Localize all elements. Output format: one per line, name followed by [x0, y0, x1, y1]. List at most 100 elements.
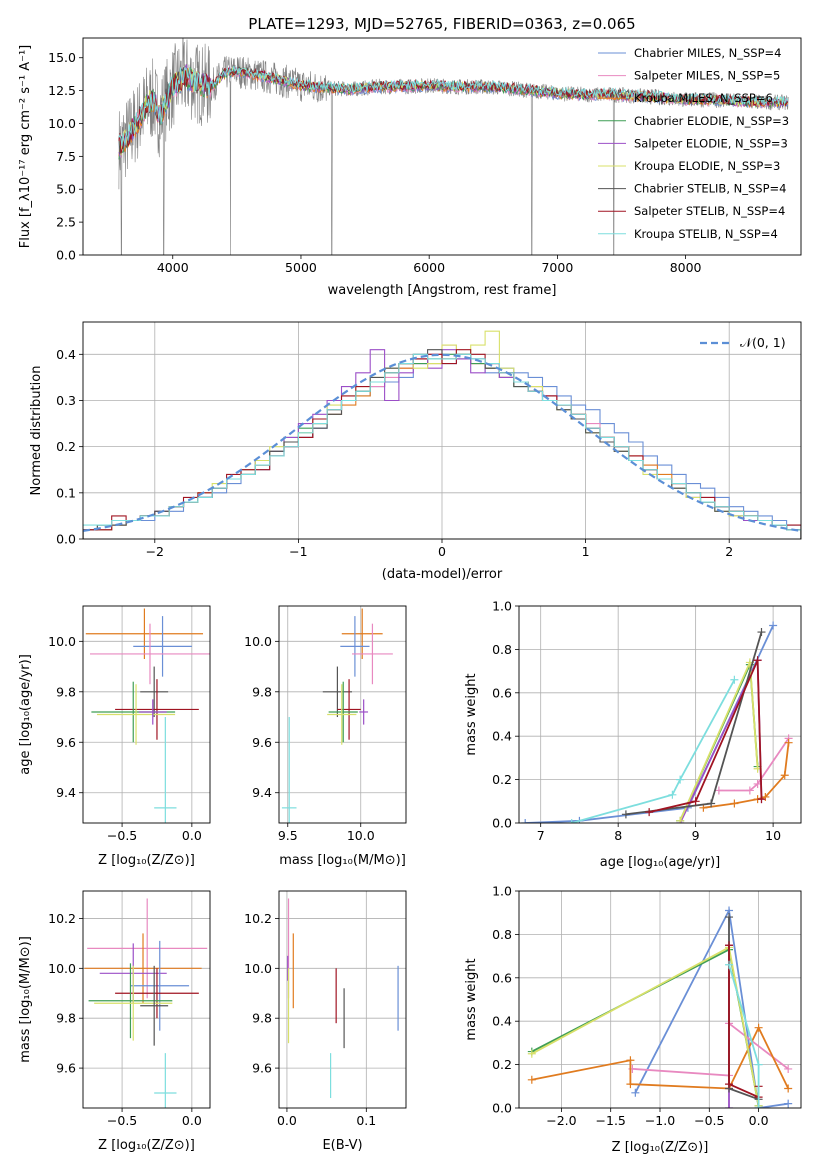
- plus-marker: [769, 621, 778, 630]
- x-axis-label: Z [log₁₀(Z/Z⊙)]: [98, 853, 195, 868]
- errorbar-point: [115, 968, 199, 1019]
- mass-weight-line: [531, 946, 760, 1106]
- plus-marker: [521, 819, 530, 823]
- y-tick-label: 12.5: [48, 83, 76, 98]
- y-tick-label: 10.0: [244, 634, 272, 649]
- plus-marker: [631, 1088, 640, 1097]
- y-tick-label: 2.5: [56, 215, 76, 230]
- axes-frame: [82, 37, 802, 256]
- y-tick-label: 10.0: [48, 634, 76, 649]
- axes-massweight-vs-age: 7 8 9 10 0.0 0.2 0.4 0.6 0.8 1.0: [492, 599, 801, 843]
- errorbar-point: [359, 699, 369, 725]
- mass-weight-line: [531, 1025, 790, 1090]
- plus-marker: [621, 810, 630, 819]
- legend-entry: Kroupa STELIB, N_SSP=4: [634, 227, 778, 241]
- plot-area-massweight-vs-age: [521, 621, 793, 823]
- plus-marker: [626, 1056, 635, 1065]
- x-tick-label: −0.5: [694, 1113, 724, 1128]
- y-tick-label: 0.8: [492, 642, 512, 657]
- errorbar-point: [84, 933, 202, 1004]
- y-tick-label: 9.4: [56, 785, 76, 800]
- y-tick-label: 0.2: [56, 439, 76, 454]
- y-tick-label: 0.3: [56, 393, 76, 408]
- plot-area-age-vs-Z: [85, 608, 210, 823]
- x-tick-label: 0.0: [749, 1113, 769, 1128]
- y-tick-label: 9.6: [252, 1061, 272, 1076]
- x-tick-label: 1: [582, 544, 590, 559]
- plus-marker: [780, 771, 789, 780]
- y-tick-label: 0.6: [492, 685, 512, 700]
- x-tick-label: 2: [725, 544, 733, 559]
- errorbar-point: [322, 666, 352, 718]
- errorbar-point: [341, 608, 383, 659]
- errorbar-point: [281, 717, 297, 823]
- x-tick-label: 7000: [541, 260, 573, 275]
- errorbar-point: [337, 679, 361, 740]
- x-tick-label: 0.1: [356, 1113, 376, 1128]
- y-tick-label: 9.6: [56, 735, 76, 750]
- y-tick-label: 0.1: [56, 485, 76, 500]
- x-tick-label: 10.0: [347, 828, 375, 843]
- plus-marker: [567, 819, 576, 823]
- x-axis-label: Z [log₁₀(Z/Z⊙)]: [612, 1140, 709, 1155]
- errorbar-point: [351, 623, 393, 685]
- x-axis-label: wavelength [Angstrom, rest frame]: [328, 283, 557, 298]
- y-tick-label: 9.8: [56, 1011, 76, 1026]
- plot-area-residuals: [83, 330, 801, 539]
- x-tick-label: 8: [614, 828, 622, 843]
- y-tick-label: 10.0: [48, 961, 76, 976]
- plus-marker: [527, 1049, 536, 1058]
- y-tick-label: 1.0: [492, 884, 512, 899]
- plus-marker: [668, 790, 677, 799]
- x-axis-label: age [log₁₀(age/yr)]: [600, 855, 721, 870]
- errorbar-point: [154, 1053, 177, 1108]
- legend: Chabrier MILES, N_SSP=4 Salpeter MILES, N…: [598, 46, 789, 241]
- x-tick-label: 0: [438, 544, 446, 559]
- plus-marker: [745, 786, 754, 795]
- y-axis-label: Normed distribution: [29, 366, 44, 496]
- plus-marker: [676, 816, 685, 823]
- mass-weight-line: [531, 948, 760, 1106]
- plus-marker: [754, 1023, 763, 1032]
- axes-frame: [82, 605, 211, 824]
- axes-age-vs-Z: −0.5 0.0 9.4 9.6 9.8 10.0: [48, 606, 210, 843]
- x-tick-label: 0.0: [277, 1113, 297, 1128]
- plus-marker: [645, 808, 654, 817]
- x-tick-label: 5000: [285, 260, 317, 275]
- errorbar-point: [115, 679, 199, 740]
- plus-marker: [691, 797, 700, 806]
- errorbar-point: [154, 717, 177, 823]
- plus-marker: [754, 1060, 763, 1069]
- y-tick-label: 0.0: [492, 1101, 512, 1116]
- plus-marker: [757, 795, 766, 804]
- errorbar-point: [130, 940, 190, 1031]
- legend-entry: Kroupa ELODIE, N_SSP=3: [634, 159, 780, 173]
- y-tick-label: 0.4: [56, 347, 76, 362]
- x-tick-label: −2: [146, 544, 164, 559]
- plus-marker: [753, 656, 762, 665]
- errorbar-point: [140, 666, 169, 718]
- x-tick-label: −1.0: [645, 1113, 675, 1128]
- errorbar-point: [87, 898, 208, 999]
- y-tick-label: 10.2: [48, 911, 76, 926]
- plot-area-age-vs-mass: [281, 608, 393, 823]
- plus-marker: [754, 1104, 763, 1108]
- y-axis-label: mass weight: [464, 673, 479, 755]
- axes-frame: [518, 605, 802, 824]
- gaussian-reference-curve: [83, 353, 801, 532]
- plus-marker: [527, 1075, 536, 1084]
- model-spectrum-line: [118, 66, 789, 147]
- plus-marker: [725, 941, 734, 950]
- x-tick-label: −1: [289, 544, 307, 559]
- axes-frame: [278, 605, 407, 824]
- x-axis-label: (data-model)/error: [382, 567, 503, 582]
- y-axis-label: mass [log₁₀(M/M⊙)]: [18, 936, 33, 1063]
- errorbar-point: [140, 965, 169, 1046]
- legend-entry: Salpeter ELODIE, N_SSP=3: [634, 136, 788, 150]
- errorbar-point: [94, 965, 173, 1041]
- x-tick-label: 0.0: [182, 828, 202, 843]
- plus-marker: [784, 1064, 793, 1073]
- y-tick-label: 5.0: [56, 182, 76, 197]
- plot-area-ebv: [287, 898, 399, 1099]
